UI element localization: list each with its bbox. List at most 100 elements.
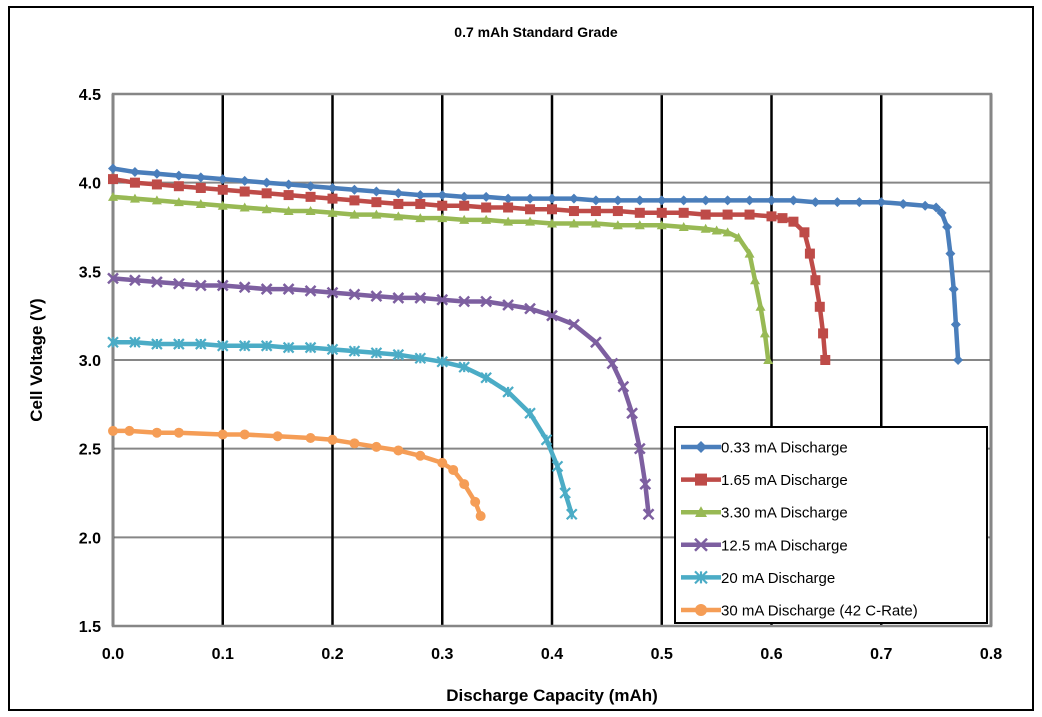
marker-point <box>750 275 761 285</box>
marker-point <box>458 361 470 373</box>
marker-point <box>568 318 580 331</box>
marker-point <box>502 299 514 311</box>
series-4 <box>107 336 578 521</box>
marker-point <box>700 209 711 220</box>
series-0 <box>108 163 964 365</box>
chart-title: 0.7 mAh Standard Grade <box>454 24 618 40</box>
marker-point <box>470 496 481 507</box>
marker-point <box>151 168 162 179</box>
legend: 0.33 mA Discharge 1.65 mA Discharge 3.30 m… <box>674 426 988 624</box>
marker-point <box>151 195 162 205</box>
marker-point <box>415 213 426 223</box>
marker-point <box>437 190 448 201</box>
series-5 <box>108 425 486 522</box>
series-line <box>110 428 483 519</box>
marker-point <box>744 209 755 220</box>
plot-area-border <box>111 92 993 628</box>
marker-point <box>305 433 316 444</box>
marker-point <box>305 181 316 192</box>
series-3 <box>107 272 655 521</box>
marker-point <box>547 204 557 215</box>
marker-point <box>282 341 295 354</box>
marker-point <box>503 202 514 213</box>
marker-point <box>953 355 964 365</box>
y-tick-label: 2.0 <box>79 530 101 547</box>
marker-point <box>238 340 251 352</box>
marker-point <box>810 275 821 286</box>
marker-point <box>283 179 294 190</box>
marker-point <box>551 460 564 473</box>
legend-entry: 20 mA Discharge <box>721 570 835 587</box>
marker-point <box>876 197 887 208</box>
marker-point <box>459 214 470 224</box>
marker-point <box>216 340 229 352</box>
marker-point <box>371 441 382 452</box>
marker-point <box>612 220 623 230</box>
marker-point <box>777 213 788 224</box>
series-line <box>110 340 575 517</box>
series-line <box>110 166 961 363</box>
marker-point <box>948 284 959 295</box>
marker-point <box>503 216 514 226</box>
legend-entry: 1.65 mA Discharge <box>721 472 848 489</box>
marker-point <box>945 248 956 259</box>
marker-point <box>304 284 317 297</box>
marker-point <box>392 292 405 304</box>
legend-entry: 3.30 mA Discharge <box>721 505 848 522</box>
marker-point <box>129 336 141 349</box>
legend-entry: 30 mA Discharge (42 C-Rate) <box>721 603 918 620</box>
marker-point <box>393 445 404 456</box>
marker-point <box>194 279 207 292</box>
x-tick-label: 0.1 <box>212 646 234 663</box>
marker-point <box>348 345 361 357</box>
marker-point <box>217 174 228 185</box>
marker-point <box>370 290 383 303</box>
marker-point <box>217 429 228 440</box>
marker-point <box>804 248 815 259</box>
legend-box <box>674 426 988 624</box>
marker-point <box>151 427 162 438</box>
marker-point <box>129 167 140 178</box>
marker-point <box>195 338 207 350</box>
marker-point <box>694 570 708 585</box>
marker-point <box>694 537 708 552</box>
marker-point <box>832 197 843 208</box>
marker-point <box>217 200 228 210</box>
marker-point <box>371 209 382 219</box>
marker-point <box>722 227 733 237</box>
marker-point <box>481 214 492 224</box>
marker-point <box>950 319 961 330</box>
marker-point <box>678 222 689 231</box>
marker-point <box>744 248 755 258</box>
marker-point <box>678 195 689 206</box>
marker-point <box>173 427 184 438</box>
marker-point <box>393 188 404 199</box>
marker-point <box>305 191 316 202</box>
marker-point <box>239 175 250 186</box>
marker-point <box>370 347 383 359</box>
marker-point <box>568 218 579 228</box>
marker-point <box>525 204 536 215</box>
marker-point <box>568 193 579 204</box>
marker-point <box>393 198 404 209</box>
marker-point <box>744 195 755 206</box>
marker-point <box>810 197 821 208</box>
marker-point <box>480 371 492 384</box>
x-tick-label: 0.6 <box>760 646 782 663</box>
y-tick-label: 3.5 <box>79 264 101 281</box>
y-tick-label: 3.0 <box>79 353 101 370</box>
series-1 <box>108 174 831 365</box>
marker-point <box>612 195 623 206</box>
marker-point <box>260 340 273 352</box>
marker-point <box>173 170 184 181</box>
marker-point <box>547 218 557 228</box>
marker-point <box>349 209 360 219</box>
marker-point <box>634 207 645 218</box>
marker-point <box>502 386 514 398</box>
marker-point <box>524 407 536 419</box>
marker-point <box>695 441 707 453</box>
marker-point <box>722 195 733 206</box>
marker-point <box>108 163 118 174</box>
marker-point <box>920 200 931 211</box>
marker-point <box>129 193 140 203</box>
